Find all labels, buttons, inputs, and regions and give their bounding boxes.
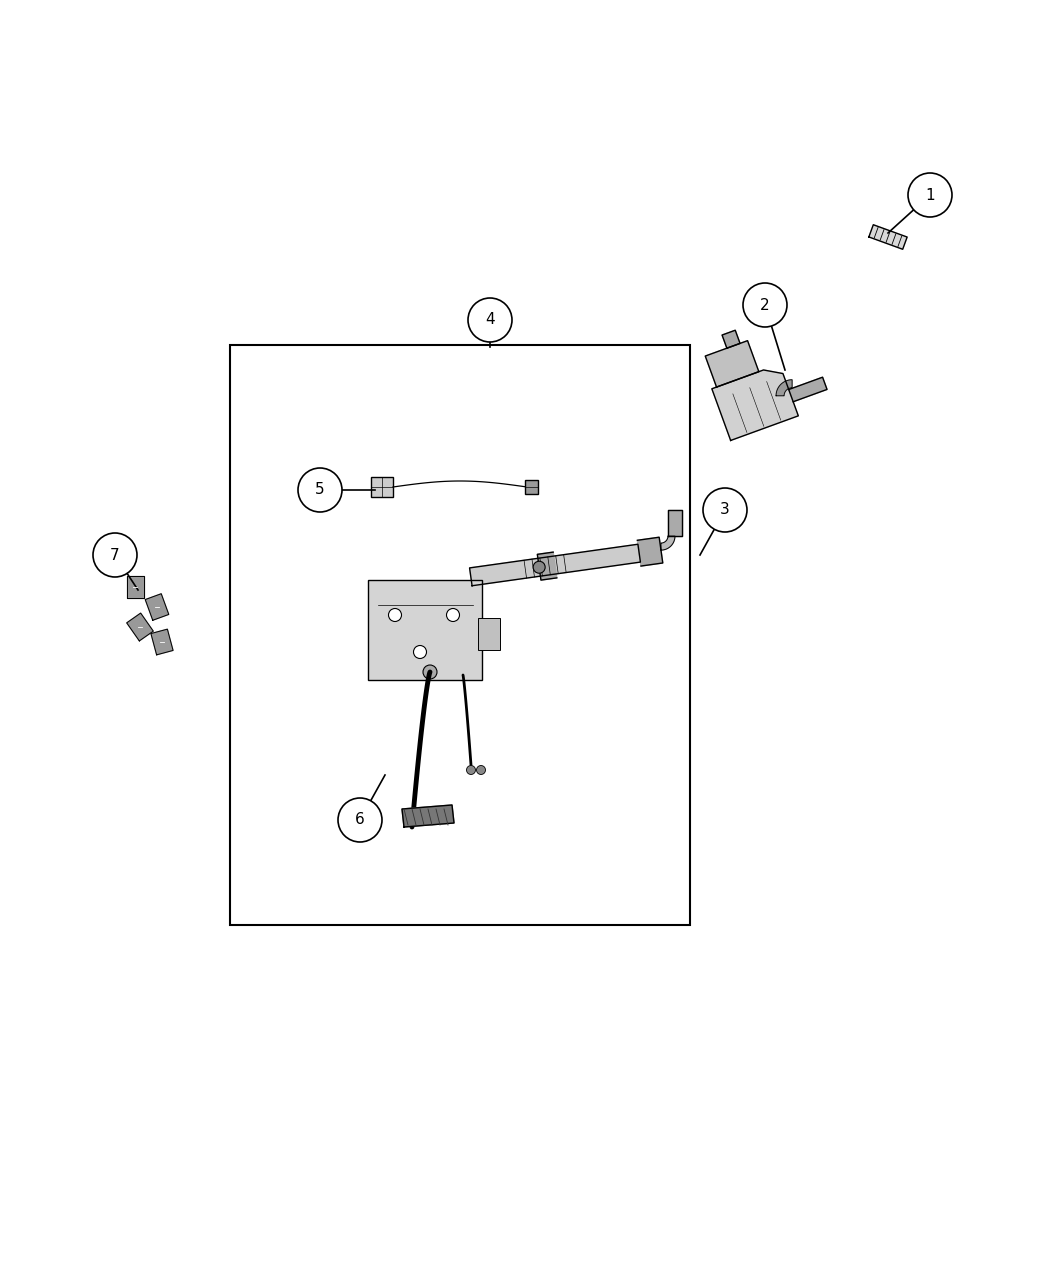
Polygon shape	[469, 544, 640, 585]
Polygon shape	[668, 510, 681, 536]
Polygon shape	[789, 377, 827, 402]
Circle shape	[414, 645, 426, 658]
Circle shape	[298, 468, 342, 513]
Circle shape	[743, 283, 788, 326]
Polygon shape	[868, 224, 907, 250]
Polygon shape	[637, 537, 663, 566]
Circle shape	[93, 533, 136, 578]
Bar	[371, 477, 393, 497]
Text: 7: 7	[110, 547, 120, 562]
Circle shape	[908, 173, 952, 217]
Polygon shape	[722, 330, 740, 348]
Text: 2: 2	[760, 297, 770, 312]
Polygon shape	[151, 629, 173, 655]
Bar	[230, 346, 690, 924]
Polygon shape	[660, 536, 675, 550]
Bar	[368, 580, 483, 680]
Circle shape	[338, 798, 382, 842]
Text: 3: 3	[720, 502, 730, 518]
Circle shape	[423, 666, 437, 680]
Text: 4: 4	[485, 312, 495, 328]
Text: 5: 5	[315, 482, 324, 497]
Bar	[478, 618, 500, 650]
Text: 6: 6	[355, 812, 365, 827]
Circle shape	[468, 298, 512, 342]
Circle shape	[704, 488, 747, 532]
Text: 1: 1	[925, 187, 934, 203]
Polygon shape	[776, 380, 792, 395]
Circle shape	[388, 608, 401, 621]
Polygon shape	[126, 576, 144, 598]
Polygon shape	[706, 340, 759, 388]
Circle shape	[466, 765, 476, 774]
Circle shape	[446, 608, 460, 621]
Polygon shape	[127, 613, 153, 641]
Circle shape	[533, 561, 545, 574]
Bar	[525, 479, 538, 493]
Polygon shape	[538, 552, 556, 580]
Circle shape	[477, 765, 485, 774]
Polygon shape	[402, 805, 454, 827]
Polygon shape	[145, 594, 169, 620]
Polygon shape	[712, 370, 798, 440]
